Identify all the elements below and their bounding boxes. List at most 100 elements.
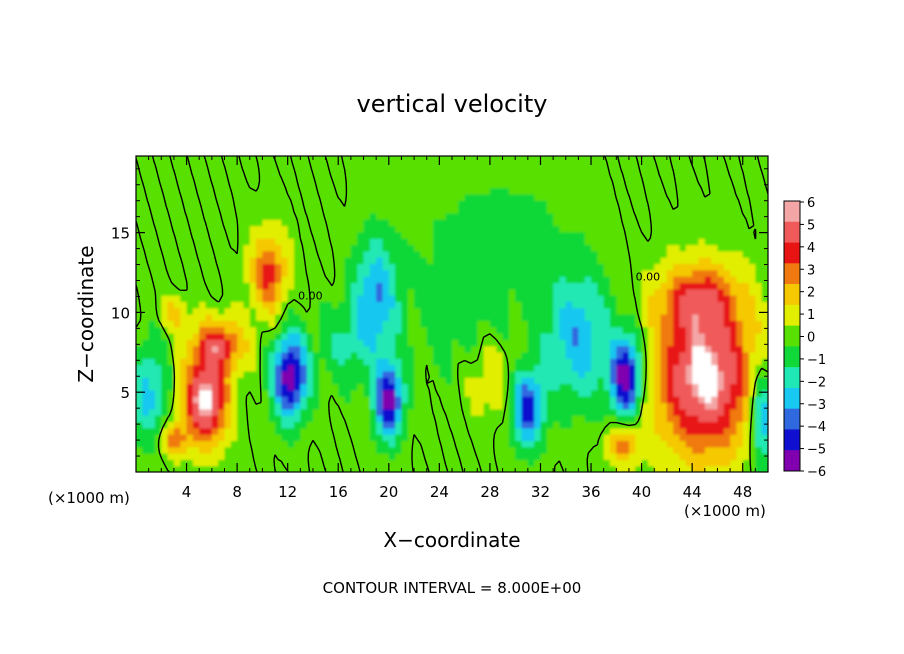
heat-cell <box>654 168 662 176</box>
heat-cell <box>458 453 466 460</box>
heat-cell <box>515 307 523 315</box>
heat-cell <box>249 307 257 315</box>
heat-cell <box>565 345 573 353</box>
heat-cell <box>363 263 371 271</box>
heat-cell <box>508 351 516 359</box>
heat-cell <box>527 345 535 353</box>
heat-cell <box>654 446 662 454</box>
heat-cell <box>142 206 150 214</box>
heat-cell <box>654 263 662 271</box>
heat-cell <box>698 269 706 277</box>
heat-cell <box>275 326 282 334</box>
heat-cell <box>736 421 744 429</box>
heat-cell <box>508 326 516 334</box>
heat-cell <box>641 295 649 302</box>
heat-cell <box>401 301 409 309</box>
heat-cell <box>698 263 706 271</box>
heat-cell <box>287 307 295 315</box>
heat-cell <box>136 276 143 283</box>
heat-cell <box>635 187 643 195</box>
heat-cell <box>635 377 643 385</box>
heat-cell <box>319 231 327 239</box>
heat-cell <box>477 396 485 404</box>
heat-cell <box>540 263 548 271</box>
heat-cell <box>622 162 630 170</box>
heat-cell <box>376 282 384 290</box>
heat-cell <box>306 459 314 467</box>
heat-cell <box>603 282 611 290</box>
heat-cell <box>666 174 674 182</box>
heat-cell <box>673 332 681 340</box>
heat-cell <box>610 238 617 246</box>
heat-cell <box>502 257 510 265</box>
heat-cell <box>357 200 365 208</box>
heat-cell <box>521 288 529 296</box>
heat-cell <box>199 453 207 460</box>
heat-cell <box>717 364 725 372</box>
heat-cell <box>382 364 390 372</box>
heat-cell <box>666 168 674 176</box>
heat-cell <box>654 156 662 163</box>
heat-cell <box>306 231 314 239</box>
heat-cell <box>401 295 409 302</box>
heat-cell <box>755 181 763 189</box>
heat-cell <box>559 200 567 208</box>
heat-cell <box>704 326 712 334</box>
heat-cell <box>161 396 169 404</box>
heat-cell <box>749 193 756 201</box>
heat-cell <box>673 269 681 277</box>
heat-cell <box>281 358 289 366</box>
heat-cell <box>205 257 213 265</box>
heat-cell <box>508 408 516 416</box>
heat-cell <box>527 193 535 201</box>
heat-cell <box>502 427 510 435</box>
heat-cell <box>540 257 548 265</box>
heat-cell <box>237 212 245 220</box>
heat-cell <box>426 339 434 347</box>
heat-cell <box>698 231 706 239</box>
heat-cell <box>350 174 358 182</box>
heat-cell <box>572 174 579 182</box>
heat-cell <box>186 314 194 321</box>
heat-cell <box>603 244 611 252</box>
heat-cell <box>616 383 624 391</box>
heat-cell <box>338 193 346 201</box>
heat-cell <box>540 389 548 397</box>
heat-cell <box>407 162 415 170</box>
heat-cell <box>281 345 289 353</box>
heat-cell <box>395 351 403 359</box>
heat-cell <box>616 320 624 328</box>
heat-cell <box>300 225 308 233</box>
heat-cell <box>641 193 649 201</box>
heat-cell <box>300 187 308 195</box>
heat-cell <box>477 206 485 214</box>
heat-cell <box>382 351 390 359</box>
heat-cell <box>319 257 327 265</box>
heat-cell <box>711 358 719 366</box>
heat-cell <box>395 320 403 328</box>
heat-cell <box>635 250 643 258</box>
heat-cell <box>616 282 624 290</box>
heat-cell <box>565 156 573 163</box>
heat-cell <box>224 244 232 252</box>
heat-cell <box>704 389 712 397</box>
heat-cell <box>761 465 768 472</box>
heat-cell <box>496 231 504 239</box>
heat-cell <box>654 225 662 233</box>
heat-cell <box>578 314 586 321</box>
heat-cell <box>142 225 150 233</box>
heat-cell <box>294 314 301 321</box>
heat-cell <box>660 326 668 334</box>
heat-cell <box>666 314 674 321</box>
heat-cell <box>363 244 371 252</box>
heat-cell <box>660 276 668 283</box>
heat-cell <box>211 434 219 441</box>
heat-cell <box>205 389 213 397</box>
heat-cell <box>660 332 668 340</box>
heat-cell <box>281 427 289 435</box>
heat-cell <box>584 320 592 328</box>
heat-cell <box>704 257 712 265</box>
heat-cell <box>180 295 188 302</box>
heat-cell <box>211 453 219 460</box>
heat-cell <box>654 212 662 220</box>
